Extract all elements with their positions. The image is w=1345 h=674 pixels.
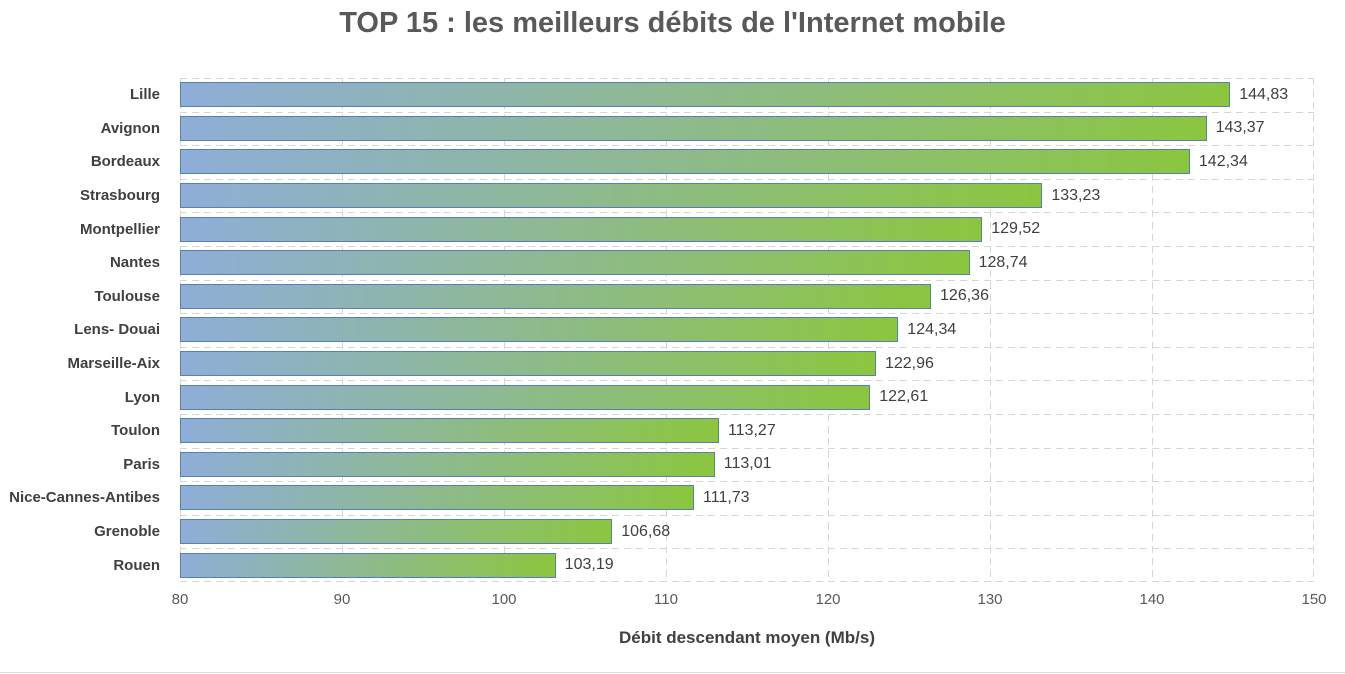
bar-value-label: 143,37 [1215,119,1265,137]
category-label: Lille [129,86,160,104]
bar-row: 113,27 [180,414,1314,448]
bar [180,519,613,545]
bar-value-label: 128,74 [978,253,1028,271]
bar-row: 122,96 [180,347,1314,381]
category-label: Montpellier [79,220,160,238]
x-tick-label: 150 [1301,591,1327,608]
x-axis-title: Débit descendant moyen (Mb/s) [619,628,875,647]
bar [180,283,932,309]
bar-row: 122,61 [180,380,1314,414]
bar [180,82,1231,108]
bar-value-label: 113,27 [727,421,776,439]
bar-value-label: 124,34 [907,320,957,338]
x-tick-label: 120 [815,591,841,608]
bar-row: 124,34 [180,313,1314,347]
bar-value-label: 103,19 [564,556,614,574]
bar-row: 128,74 [180,246,1314,280]
category-label: Nantes [109,254,160,272]
bar-row: 129,52 [180,212,1314,246]
bar-value-label: 144,83 [1239,85,1289,103]
bar [180,149,1190,175]
x-tick-label: 110 [654,591,678,608]
bar [180,183,1043,209]
category-label: Rouen [113,556,160,574]
category-label: Lyon [124,388,160,406]
bar [180,216,983,242]
x-tick-label: 80 [171,591,189,608]
bottom-edge-line [0,672,1345,673]
bar [180,317,899,343]
x-tick-label: 130 [977,591,1003,608]
x-tick-label: 100 [491,591,517,608]
chart-title: TOP 15 : les meilleurs débits de l'Inter… [339,7,1006,39]
category-label: Nice-Cannes-Antibes [9,489,160,507]
bar-value-label: 129,52 [991,220,1041,238]
bar-value-label: 142,34 [1198,152,1248,170]
bar-value-label: 106,68 [621,522,671,540]
bar-row: 111,73 [180,481,1314,515]
bar [180,418,719,444]
x-tick-label: 140 [1139,591,1165,608]
bar-row: 133,23 [180,179,1314,213]
bar [180,250,970,276]
category-label: Strasbourg [79,187,160,205]
bar-row: 113,01 [180,448,1314,482]
bar-row: 144,83 [180,78,1314,112]
bar-value-label: 111,73 [703,488,750,506]
bar [180,351,876,377]
bar [180,115,1207,141]
bar-row: 143,37 [180,112,1314,146]
bar-value-label: 126,36 [940,287,989,305]
category-label: Marseille-Aix [67,355,160,373]
category-label: Paris [123,455,160,473]
bar-row: 126,36 [180,280,1314,314]
bar-value-label: 122,96 [884,354,934,372]
bar-row: 103,19 [180,548,1314,582]
category-label: Lens- Douai [74,321,160,339]
bar-row: 142,34 [180,145,1314,179]
bar-value-label: 122,61 [879,388,929,406]
bar-value-label: 113,01 [723,455,772,473]
category-label: Avignon [100,119,160,137]
category-label: Bordeaux [90,153,160,171]
category-axis: Lille Avignon Bordeaux Strasbourg Montpellie… [0,78,170,582]
bar [180,552,556,578]
category-label: Grenoble [94,523,160,541]
plot-area: 144,83 143,37 142,34 133,23 129,52 128,74 126,… [180,78,1314,582]
bar [180,451,715,477]
category-label: Toulon [111,422,160,440]
category-label: Toulouse [94,287,160,305]
bar-value-label: 133,23 [1051,186,1101,204]
bar [180,485,695,511]
bar-row: 106,68 [180,515,1314,549]
bar [180,384,871,410]
x-tick-label: 90 [333,591,351,608]
